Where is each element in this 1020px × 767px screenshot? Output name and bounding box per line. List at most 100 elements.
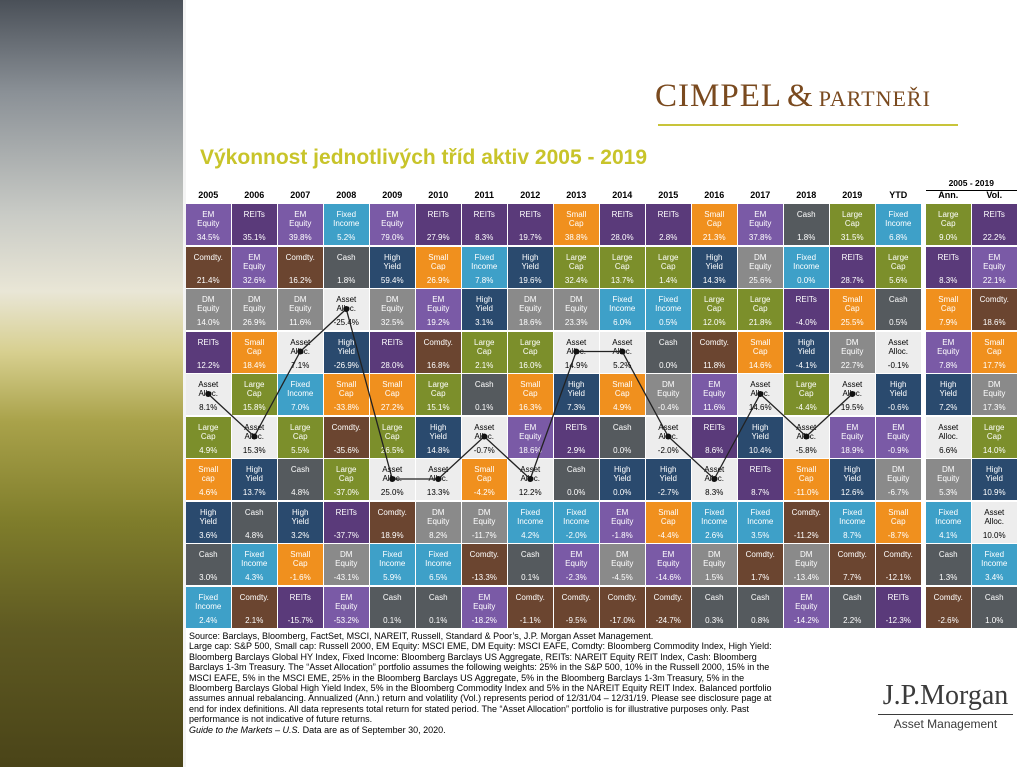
- cell-return-value: 11.8%: [703, 360, 726, 370]
- table-cell: Fixed Income 2.6%: [692, 501, 737, 543]
- cell-return-value: 22.1%: [982, 275, 1006, 285]
- cell-asset-name: Asset Alloc.: [984, 507, 1005, 526]
- cell-return-value: 2.1%: [245, 615, 264, 625]
- cell-return-value: 26.9%: [426, 275, 450, 285]
- cell-return-value: 18.6%: [518, 318, 542, 327]
- cell-asset-name: Fixed Income: [517, 507, 544, 526]
- guide-title: Guide to the Markets – U.S.: [189, 724, 301, 735]
- cell-asset-name: Small Cap: [474, 465, 495, 483]
- table-cell: Comdty. -11.2%: [784, 501, 829, 543]
- cell-return-value: -2.6%: [937, 615, 959, 625]
- cell-return-value: 3.6%: [199, 530, 218, 540]
- table-cell: High Yield -2.7%: [646, 459, 691, 500]
- cell-return-value: 16.8%: [426, 360, 450, 370]
- table-cell: Asset Alloc. 14.6%: [738, 374, 783, 415]
- table-cell: Cash 0.8%: [738, 586, 783, 628]
- cell-return-value: 1.8%: [337, 275, 356, 285]
- table-cell: Small Cap -33.8%: [324, 374, 369, 415]
- column-header: Ann.: [938, 190, 959, 200]
- table-cell: Small Cap -1.6%: [278, 544, 323, 585]
- cell-return-value: 1.7%: [751, 573, 770, 582]
- table-cell: Comdty. -12.1%: [876, 544, 921, 585]
- cell-return-value: 18.6%: [518, 445, 542, 455]
- cell-asset-name: Asset Alloc.: [658, 422, 679, 441]
- cell-return-value: 5.6%: [889, 275, 908, 285]
- source-line: assumes annual rebalancing. Annualized (…: [189, 693, 772, 704]
- cell-asset-name: High Yield: [985, 465, 1004, 483]
- cell-asset-name: REITs: [473, 210, 495, 219]
- table-cell: Comdty. -24.7%: [646, 586, 691, 628]
- cell-asset-name: REITs: [519, 210, 541, 219]
- table-cell: EM Equity 11.6%: [692, 374, 737, 415]
- cell-asset-name: Cash: [842, 592, 862, 602]
- table-cell: Cash 2.2%: [830, 586, 875, 628]
- cell-asset-name: Cash: [750, 592, 770, 602]
- cell-asset-name: Small Cap: [612, 380, 633, 398]
- cell-asset-name: Fixed Income: [425, 550, 452, 568]
- cell-return-value: 13.7%: [242, 488, 266, 497]
- column-header: 2012: [520, 190, 541, 200]
- table-cell: High Yield 3.2%: [278, 501, 323, 543]
- table-cell: Large Cap 26.5%: [370, 416, 415, 458]
- cell-asset-name: Small Cap: [750, 337, 771, 356]
- cell-asset-name: Fixed Income: [981, 550, 1008, 568]
- cell-asset-name: High Yield: [939, 380, 958, 398]
- cell-asset-name: DM Equity: [887, 465, 910, 483]
- table-cell: High Yield 10.4%: [738, 416, 783, 458]
- cell-return-value: 2.9%: [567, 445, 586, 455]
- table-cell: REITs 22.2%: [972, 204, 1017, 245]
- table-cell: Small Cap -4.4%: [646, 501, 691, 543]
- cell-return-value: -6.7%: [887, 488, 909, 497]
- cell-return-value: -15.7%: [287, 615, 313, 625]
- table-cell: EM Equity 32.6%: [232, 246, 277, 288]
- cell-return-value: 2.1%: [475, 360, 494, 370]
- table-cell: Comdty. 21.4%: [186, 246, 231, 288]
- table-cell: High Yield 14.3%: [692, 246, 737, 288]
- cell-asset-name: REITs: [749, 465, 771, 474]
- table-cell: Large Cap 16.0%: [508, 331, 553, 373]
- cell-asset-name: Fixed Income: [701, 507, 728, 526]
- column-header: 2018: [796, 190, 817, 200]
- table-cell: Fixed Income 7.0%: [278, 374, 323, 415]
- table-cell: EM Equity -14.6%: [646, 544, 691, 585]
- table-cell: EM Equity -14.2%: [784, 586, 829, 628]
- table-cell: High Yield 13.7%: [232, 459, 277, 500]
- cell-asset-name: High Yield: [889, 380, 908, 398]
- table-cell: Large Cap 32.4%: [554, 246, 599, 288]
- cell-return-value: -43.1%: [333, 573, 359, 582]
- column-header: 2015: [658, 190, 679, 200]
- table-cell: REITs 2.9%: [554, 416, 599, 458]
- table-cell: Fixed Income 0.5%: [646, 289, 691, 330]
- cell-asset-name: High Yield: [245, 465, 264, 483]
- jpmorgan-logo: J.P.Morgan Asset Management: [878, 680, 1013, 731]
- table-cell: Cash 0.0%: [600, 416, 645, 458]
- cell-asset-name: EM Equity: [611, 507, 634, 526]
- page-title: Výkonnost jednotlivých tříd aktiv 2005 -…: [200, 146, 647, 169]
- table-cell: Large Cap 15.1%: [416, 374, 461, 415]
- cell-asset-name: DM Equity: [703, 550, 726, 568]
- cell-asset-name: Fixed Income: [195, 592, 222, 611]
- source-date-line: Guide to the Markets – U.S. Data are as …: [189, 725, 849, 735]
- cell-asset-name: EM Equity: [841, 422, 864, 441]
- table-cell: High Yield 19.6%: [508, 246, 553, 288]
- source-line: Bloomberg Barclays Global High Yield Ind…: [189, 683, 772, 694]
- cell-return-value: 37.8%: [748, 233, 772, 242]
- logo-main-text: CIMPEL: [655, 78, 783, 114]
- cell-return-value: 1.4%: [659, 275, 678, 285]
- table-cell: Fixed Income 2.4%: [186, 586, 231, 628]
- table-cell: Large Cap 5.6%: [876, 246, 921, 288]
- cell-asset-name: DM Equity: [983, 380, 1006, 398]
- cell-return-value: 4.8%: [291, 488, 310, 497]
- column-header: 2019: [842, 190, 863, 200]
- table-cell: Large Cap -4.4%: [784, 374, 829, 415]
- table-cell: Comdty. -35.6%: [324, 416, 369, 458]
- table-cell: Cash 1.0%: [972, 586, 1017, 628]
- table-cell: Large Cap 9.0%: [926, 204, 971, 245]
- cell-return-value: 7.2%: [939, 403, 958, 412]
- cell-return-value: 15.8%: [242, 403, 266, 412]
- table-cell: Large Cap 31.5%: [830, 204, 875, 245]
- cell-return-value: -4.0%: [795, 318, 817, 327]
- cell-asset-name: Cash: [520, 550, 540, 559]
- cell-asset-name: DM Equity: [657, 380, 680, 398]
- cell-return-value: 15.1%: [426, 403, 450, 412]
